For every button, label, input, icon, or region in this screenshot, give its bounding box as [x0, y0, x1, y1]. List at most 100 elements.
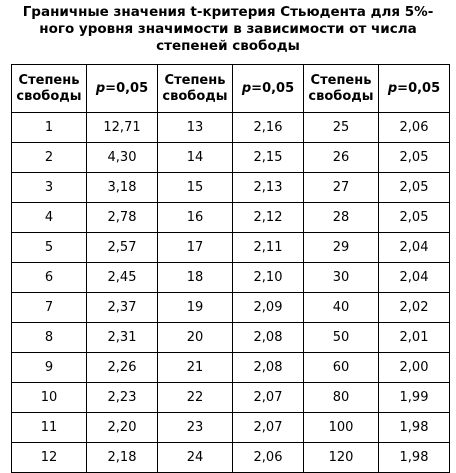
cell-t-value: 2,31: [86, 322, 158, 353]
cell-t-value: 2,02: [378, 292, 450, 323]
cell-df: 27: [303, 172, 379, 203]
header-p-value-3: p=0,05: [378, 64, 450, 113]
cell-df: 20: [157, 322, 233, 353]
header-p-symbol: p: [387, 80, 398, 96]
cell-df: 5: [11, 232, 87, 263]
table-row: 11 2,20 23 2,07 100 1,98: [11, 412, 450, 443]
header-p-value-2: p=0,05: [232, 64, 304, 113]
cell-t-value: 2,07: [232, 382, 304, 413]
t-critical-values-table: Степень свободы p=0,05 Степень свободы p…: [11, 64, 450, 473]
cell-t-value: 4,30: [86, 142, 158, 173]
cell-df: 25: [303, 112, 379, 143]
header-degrees-of-freedom-1: Степень свободы: [11, 64, 87, 113]
cell-t-value: 2,00: [378, 352, 450, 383]
cell-df: 4: [11, 202, 87, 233]
page-title: Граничные значения t-критерия Стьюдента …: [0, 4, 456, 55]
cell-df: 21: [157, 352, 233, 383]
table-row: 3 3,18 15 2,13 27 2,05: [11, 172, 450, 203]
cell-t-value: 2,04: [378, 262, 450, 293]
cell-t-value: 1,99: [378, 382, 450, 413]
cell-t-value: 2,06: [378, 112, 450, 143]
cell-t-value: 2,37: [86, 292, 158, 323]
header-p-level: =0,05: [251, 80, 295, 96]
cell-df: 60: [303, 352, 379, 383]
cell-df: 26: [303, 142, 379, 173]
table-row: 8 2,31 20 2,08 50 2,01: [11, 322, 450, 353]
cell-df: 28: [303, 202, 379, 233]
header-df-line-1: Степень: [18, 72, 80, 88]
title-line-3: степеней свободы: [156, 38, 300, 54]
cell-t-value: 2,15: [232, 142, 304, 173]
cell-t-value: 2,45: [86, 262, 158, 293]
cell-t-value: 2,78: [86, 202, 158, 233]
table-row: 5 2,57 17 2,11 29 2,04: [11, 232, 450, 263]
cell-df: 2: [11, 142, 87, 173]
cell-df: 80: [303, 382, 379, 413]
table-body: 1 12,71 13 2,16 25 2,06 2 4,30 14 2,15 26 2,05 3 3,18…: [11, 112, 450, 473]
cell-df: 40: [303, 292, 379, 323]
cell-df: 9: [11, 352, 87, 383]
cell-df: 10: [11, 382, 87, 413]
cell-t-value: 2,05: [378, 172, 450, 203]
cell-df: 6: [11, 262, 87, 293]
cell-t-value: 2,05: [378, 142, 450, 173]
cell-t-value: 12,71: [86, 112, 158, 143]
cell-t-value: 2,13: [232, 172, 304, 203]
cell-t-value: 2,26: [86, 352, 158, 383]
cell-t-value: 2,07: [232, 412, 304, 443]
cell-df: 15: [157, 172, 233, 203]
table-row: 1 12,71 13 2,16 25 2,06: [11, 112, 450, 143]
header-df-line-1: Степень: [310, 72, 372, 88]
table-row: 10 2,23 22 2,07 80 1,99: [11, 382, 450, 413]
cell-df: 13: [157, 112, 233, 143]
header-p-symbol: p: [95, 80, 106, 96]
cell-t-value: 2,12: [232, 202, 304, 233]
cell-t-value: 2,08: [232, 322, 304, 353]
cell-df: 22: [157, 382, 233, 413]
cell-df: 7: [11, 292, 87, 323]
title-line-2: ного уровня значимости в зависимости от …: [39, 21, 417, 37]
cell-df: 11: [11, 412, 87, 443]
cell-t-value: 1,98: [378, 412, 450, 443]
header-df-line-2: свободы: [162, 88, 228, 104]
cell-t-value: 2,04: [378, 232, 450, 263]
header-df-line-2: свободы: [16, 88, 82, 104]
cell-df: 16: [157, 202, 233, 233]
table-header-row: Степень свободы p=0,05 Степень свободы p…: [11, 64, 450, 113]
cell-df: 1: [11, 112, 87, 143]
cell-df: 29: [303, 232, 379, 263]
cell-df: 17: [157, 232, 233, 263]
cell-t-value: 2,10: [232, 262, 304, 293]
cell-t-value: 2,09: [232, 292, 304, 323]
cell-t-value: 3,18: [86, 172, 158, 203]
cell-df: 8: [11, 322, 87, 353]
header-degrees-of-freedom-3: Степень свободы: [303, 64, 379, 113]
cell-df: 19: [157, 292, 233, 323]
header-degrees-of-freedom-2: Степень свободы: [157, 64, 233, 113]
table-row: 6 2,45 18 2,10 30 2,04: [11, 262, 450, 293]
cell-t-value: 2,08: [232, 352, 304, 383]
cell-df: 30: [303, 262, 379, 293]
table-row: 2 4,30 14 2,15 26 2,05: [11, 142, 450, 173]
header-p-symbol: p: [241, 80, 252, 96]
cell-df: 3: [11, 172, 87, 203]
cell-t-value: 2,16: [232, 112, 304, 143]
header-df-line-2: свободы: [308, 88, 374, 104]
cell-t-value: 2,20: [86, 412, 158, 443]
cell-df: 100: [303, 412, 379, 443]
header-p-level: =0,05: [105, 80, 149, 96]
cell-df: 23: [157, 412, 233, 443]
header-df-line-1: Степень: [164, 72, 226, 88]
cell-df: 50: [303, 322, 379, 353]
cell-t-value: 2,11: [232, 232, 304, 263]
cell-df: 14: [157, 142, 233, 173]
cell-df: 18: [157, 262, 233, 293]
table-row: 9 2,26 21 2,08 60 2,00: [11, 352, 450, 383]
cell-t-value: 2,05: [378, 202, 450, 233]
cell-t-value: 2,57: [86, 232, 158, 263]
cell-t-value: 2,01: [378, 322, 450, 353]
title-line-1: Граничные значения t-критерия Стьюдента …: [22, 4, 434, 20]
header-p-level: =0,05: [397, 80, 441, 96]
cell-t-value: 2,23: [86, 382, 158, 413]
table-row: 4 2,78 16 2,12 28 2,05: [11, 202, 450, 233]
